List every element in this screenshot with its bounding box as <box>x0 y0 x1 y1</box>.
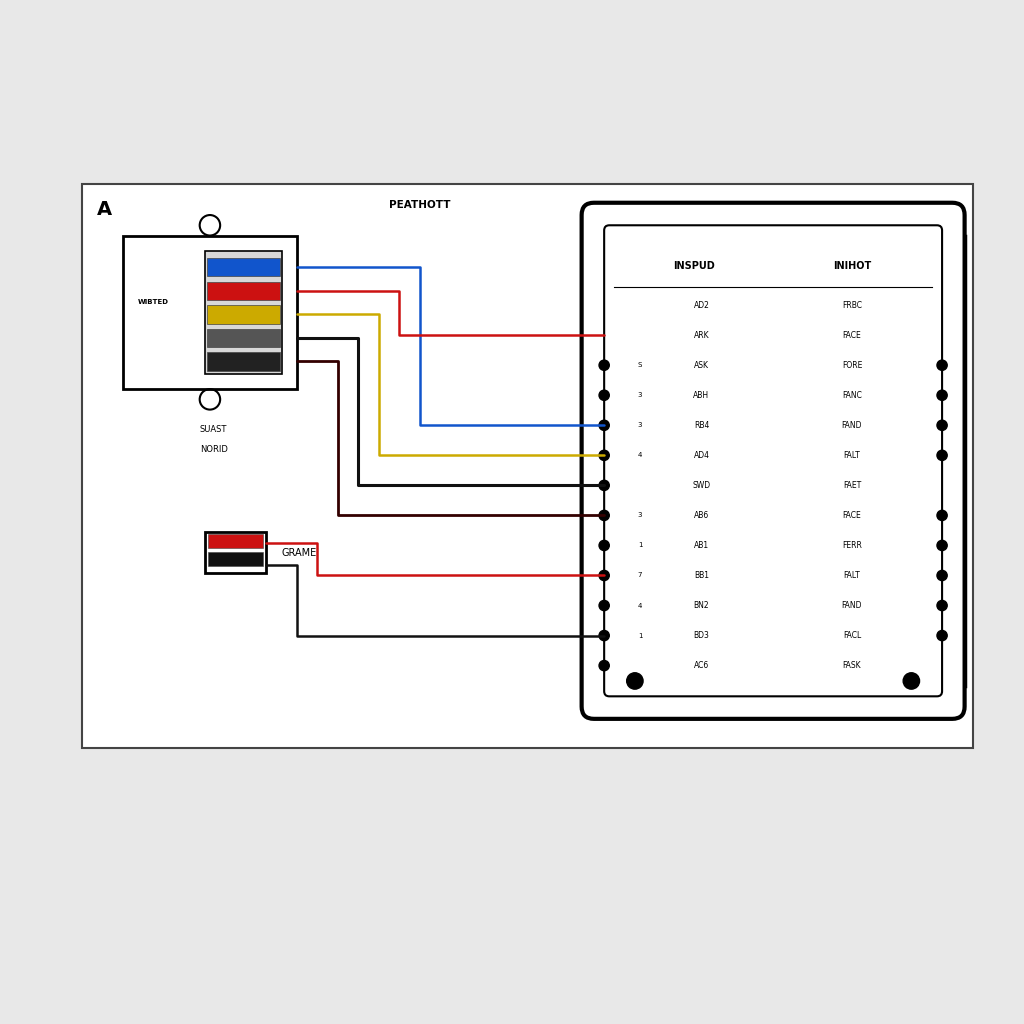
Circle shape <box>599 420 609 430</box>
Text: FASK: FASK <box>843 662 861 670</box>
Circle shape <box>903 673 920 689</box>
Circle shape <box>937 451 947 461</box>
Text: S: S <box>638 362 642 369</box>
Text: FALT: FALT <box>844 451 860 460</box>
Bar <box>207 282 280 300</box>
Text: ASK: ASK <box>694 360 709 370</box>
Text: 1: 1 <box>638 543 642 549</box>
Text: 3: 3 <box>638 422 642 428</box>
Bar <box>207 305 280 324</box>
Text: 3: 3 <box>638 392 642 398</box>
Text: ABH: ABH <box>693 391 710 399</box>
Circle shape <box>599 360 609 371</box>
Circle shape <box>599 480 609 490</box>
Text: ARK: ARK <box>693 331 710 340</box>
Text: BD3: BD3 <box>693 631 710 640</box>
Text: FANC: FANC <box>842 391 862 399</box>
Text: WIBTED: WIBTED <box>138 299 169 305</box>
Bar <box>123 236 297 389</box>
Text: 1: 1 <box>638 633 642 639</box>
Text: A: A <box>97 200 113 219</box>
Text: RB4: RB4 <box>693 421 710 430</box>
Text: FERR: FERR <box>842 541 862 550</box>
Circle shape <box>599 570 609 581</box>
Text: FACL: FACL <box>843 631 861 640</box>
Text: BN2: BN2 <box>693 601 710 610</box>
FancyBboxPatch shape <box>604 225 942 696</box>
Text: AC6: AC6 <box>694 662 709 670</box>
Text: AB6: AB6 <box>694 511 709 520</box>
Text: AD2: AD2 <box>693 301 710 309</box>
Text: 4: 4 <box>638 453 642 459</box>
Circle shape <box>937 600 947 610</box>
Bar <box>208 534 263 548</box>
Text: FAET: FAET <box>843 481 861 489</box>
Bar <box>205 532 266 573</box>
Text: FRBC: FRBC <box>842 301 862 309</box>
Text: SUAST: SUAST <box>200 425 227 434</box>
Circle shape <box>627 673 643 689</box>
Text: 4: 4 <box>638 602 642 608</box>
Bar <box>207 352 280 371</box>
Text: FORE: FORE <box>842 360 862 370</box>
Text: FACE: FACE <box>843 511 861 520</box>
Text: FAND: FAND <box>842 601 862 610</box>
Circle shape <box>937 390 947 400</box>
FancyBboxPatch shape <box>582 203 965 719</box>
Text: BB1: BB1 <box>694 571 709 580</box>
Text: INIHOT: INIHOT <box>833 261 871 271</box>
Circle shape <box>599 510 609 520</box>
Text: GRAME: GRAME <box>282 548 316 558</box>
Circle shape <box>937 570 947 581</box>
Circle shape <box>599 451 609 461</box>
Circle shape <box>937 420 947 430</box>
Bar <box>82 184 973 748</box>
Circle shape <box>599 541 609 551</box>
Text: AB1: AB1 <box>694 541 709 550</box>
Text: FAND: FAND <box>842 421 862 430</box>
Circle shape <box>599 390 609 400</box>
Text: SWD: SWD <box>692 481 711 489</box>
Circle shape <box>937 510 947 520</box>
Text: NORID: NORID <box>200 445 227 455</box>
Bar <box>207 329 280 347</box>
Text: 7: 7 <box>638 572 642 579</box>
Circle shape <box>937 360 947 371</box>
Circle shape <box>599 600 609 610</box>
Text: 3: 3 <box>638 512 642 518</box>
Bar <box>207 258 280 276</box>
Bar <box>205 251 282 374</box>
Text: INSPUD: INSPUD <box>674 261 715 271</box>
Circle shape <box>599 631 609 641</box>
Circle shape <box>937 541 947 551</box>
Text: AD4: AD4 <box>693 451 710 460</box>
Bar <box>208 552 263 566</box>
Text: PEATHOTT: PEATHOTT <box>389 200 451 210</box>
Text: FACE: FACE <box>843 331 861 340</box>
Text: FALT: FALT <box>844 571 860 580</box>
Circle shape <box>599 660 609 671</box>
Circle shape <box>937 631 947 641</box>
